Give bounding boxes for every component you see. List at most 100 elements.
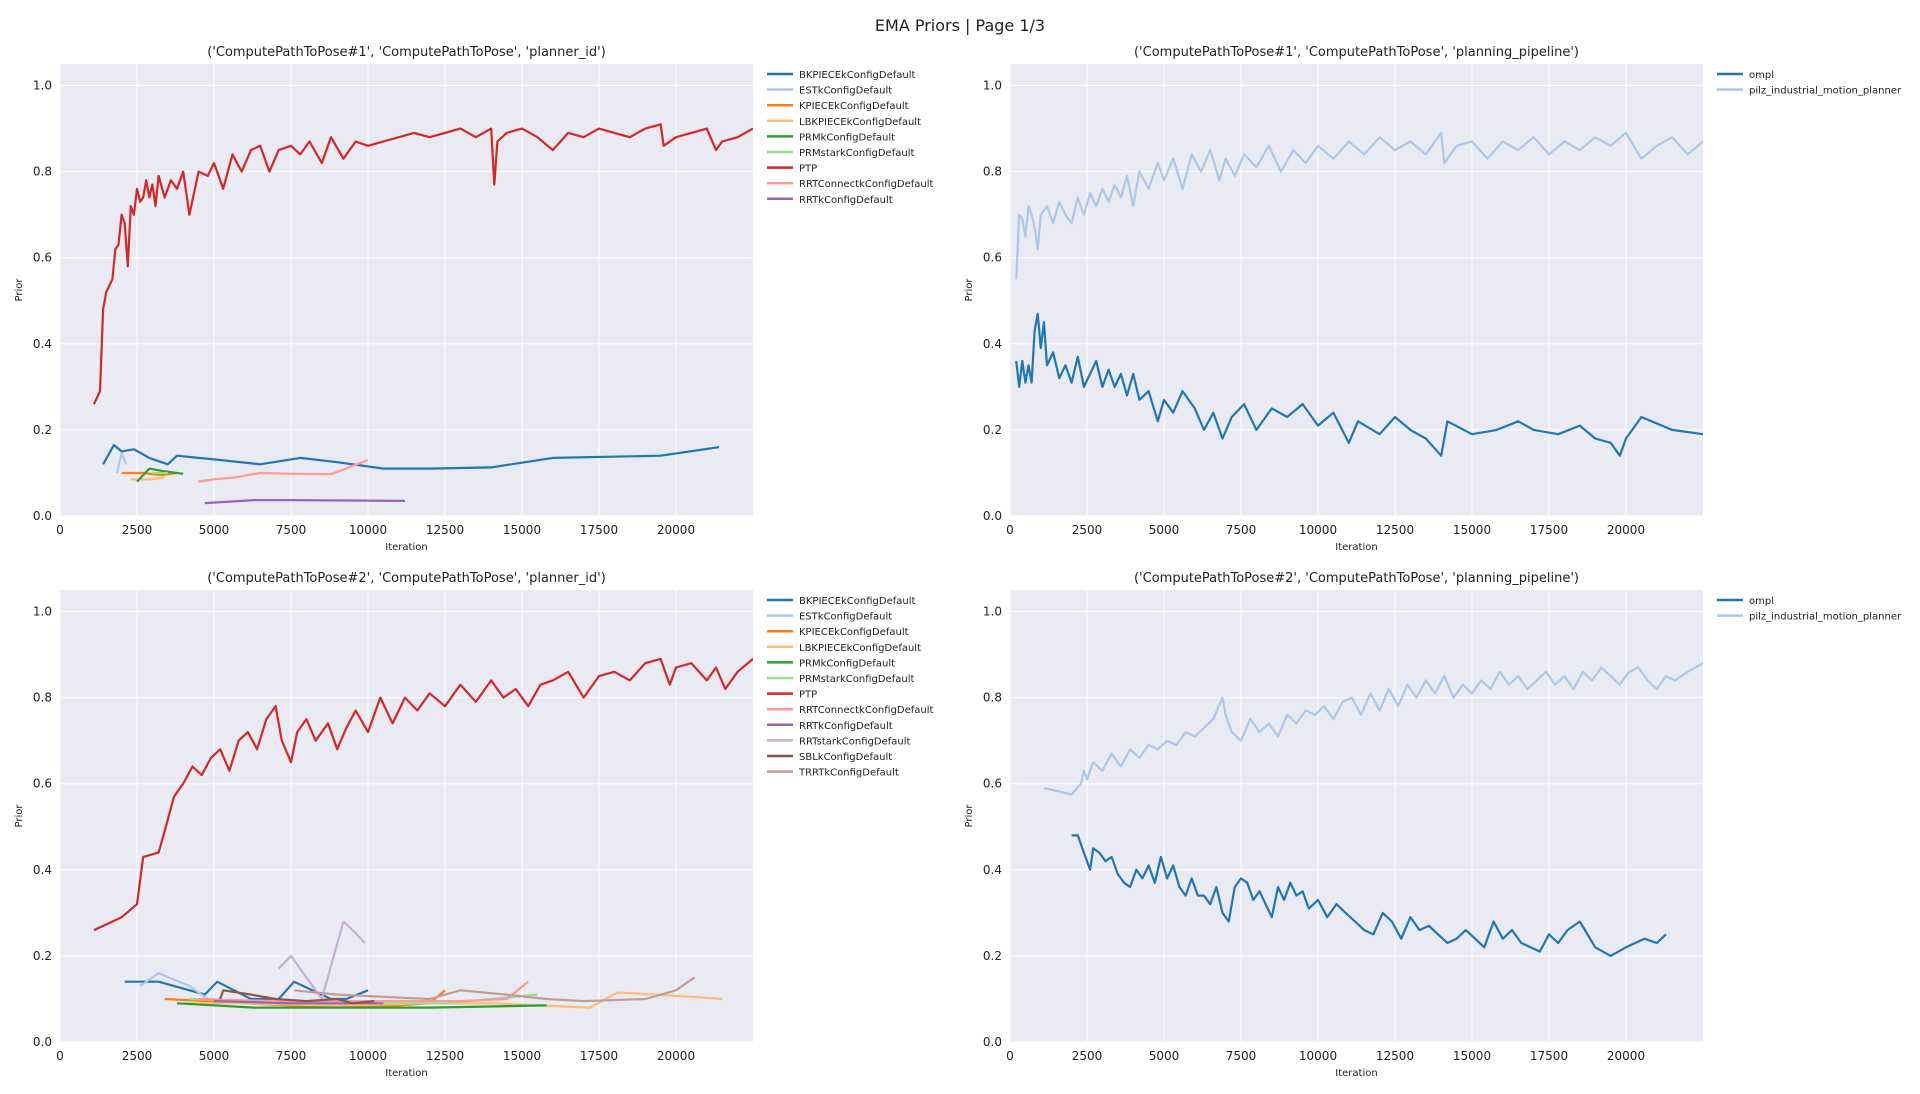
chart-title: ('ComputePathToPose#1', 'ComputePathToPo… bbox=[1134, 45, 1579, 60]
legend-entry: PTP bbox=[799, 690, 817, 701]
y-tick-label: 0.6 bbox=[983, 777, 1002, 791]
y-tick-label: 0.4 bbox=[33, 863, 52, 877]
x-tick-label: 20000 bbox=[657, 523, 695, 537]
legend-entry: BKPIECEkConfigDefault bbox=[799, 596, 916, 607]
chart-title: ('ComputePathToPose#1', 'ComputePathToPo… bbox=[207, 45, 606, 60]
legend: BKPIECEkConfigDefault ESTkConfigDefault KP… bbox=[767, 596, 934, 779]
y-tick-label: 0.6 bbox=[33, 777, 52, 791]
y-tick-label: 0.2 bbox=[33, 949, 52, 963]
legend-entry: PRMstarkConfigDefault bbox=[799, 674, 914, 685]
legend: ompl pilz_industrial_motion_planner bbox=[1717, 70, 1902, 97]
x-tick-label: 5000 bbox=[199, 1049, 230, 1063]
legend-entry: pilz_industrial_motion_planner bbox=[1749, 86, 1902, 97]
plot-area bbox=[60, 64, 753, 516]
x-tick-label: 2500 bbox=[1072, 1049, 1103, 1063]
y-axis-label: Prior bbox=[14, 278, 25, 302]
figure-title: EMA Priors | Page 1/3 bbox=[874, 16, 1046, 35]
x-tick-label: 10000 bbox=[349, 523, 387, 537]
x-tick-label: 5000 bbox=[1149, 523, 1180, 537]
y-tick-label: 0.4 bbox=[33, 337, 52, 351]
y-tick-label: 1.0 bbox=[33, 79, 52, 93]
x-tick-label: 7500 bbox=[1226, 1049, 1257, 1063]
x-tick-label: 5000 bbox=[1149, 1049, 1180, 1063]
series-line bbox=[1015, 312, 1703, 457]
y-tick-label: 0.6 bbox=[983, 251, 1002, 265]
y-tick-label: 1.0 bbox=[983, 605, 1002, 619]
series-line bbox=[277, 920, 366, 1001]
legend-entry: ompl bbox=[1749, 596, 1774, 607]
legend-entry: ompl bbox=[1749, 70, 1774, 81]
chart-title: ('ComputePathToPose#2', 'ComputePathToPo… bbox=[207, 571, 606, 586]
x-tick-label: 7500 bbox=[1226, 523, 1257, 537]
series-line bbox=[176, 1002, 547, 1009]
x-tick-label: 20000 bbox=[1607, 523, 1645, 537]
series-line bbox=[293, 976, 696, 1003]
chart-panel-3: 0 2500 5000 7500 10000 12500 15000 17500 20000 0.… bbox=[14, 571, 934, 1079]
x-tick-label: 17500 bbox=[1530, 1049, 1568, 1063]
x-tick-label: 15000 bbox=[1453, 1049, 1491, 1063]
series-line bbox=[204, 499, 406, 505]
legend-entry: ESTkConfigDefault bbox=[799, 86, 892, 97]
x-axis-label: Iteration bbox=[385, 1068, 427, 1079]
legend-entry: LBKPIECEkConfigDefault bbox=[799, 643, 921, 654]
x-tick-label: 12500 bbox=[1376, 523, 1414, 537]
x-tick-label: 10000 bbox=[1299, 523, 1337, 537]
series-line bbox=[198, 980, 529, 1003]
x-tick-label: 15000 bbox=[503, 1049, 541, 1063]
legend-entry: PRMkConfigDefault bbox=[799, 132, 895, 143]
y-tick-label: 0.8 bbox=[33, 165, 52, 179]
y-tick-label: 0.8 bbox=[983, 691, 1002, 705]
y-tick-label: 0.2 bbox=[983, 423, 1002, 437]
legend-entry: KPIECEkConfigDefault bbox=[799, 627, 909, 638]
series-line bbox=[1043, 662, 1703, 796]
x-tick-label: 12500 bbox=[1376, 1049, 1414, 1063]
y-tick-label: 0.4 bbox=[983, 337, 1002, 351]
series-line bbox=[136, 467, 184, 483]
chart-panel-2: 0 2500 5000 7500 10000 12500 15000 17500 20000 0.… bbox=[964, 45, 1902, 553]
legend-entry: RRTkConfigDefault bbox=[799, 721, 893, 732]
legend-entry: LBKPIECEkConfigDefault bbox=[799, 117, 921, 128]
series-line bbox=[139, 972, 209, 1000]
series-line bbox=[130, 476, 165, 481]
x-axis-label: Iteration bbox=[1335, 542, 1377, 553]
x-tick-label: 2500 bbox=[122, 1049, 153, 1063]
x-tick-label: 7500 bbox=[276, 1049, 307, 1063]
x-tick-label: 2500 bbox=[122, 523, 153, 537]
y-tick-label: 0.0 bbox=[983, 1035, 1002, 1049]
y-tick-label: 0.8 bbox=[983, 165, 1002, 179]
x-tick-label: 15000 bbox=[503, 523, 541, 537]
legend-entry: PRMkConfigDefault bbox=[799, 658, 895, 669]
legend-entry: RRTstarkConfigDefault bbox=[799, 736, 910, 747]
series-line bbox=[93, 657, 753, 932]
series-line bbox=[92, 123, 753, 405]
y-tick-label: 0.0 bbox=[33, 509, 52, 523]
legend-entry: RRTkConfigDefault bbox=[799, 195, 893, 206]
x-axis-label: Iteration bbox=[1335, 1068, 1377, 1079]
series-line bbox=[102, 443, 720, 470]
y-tick-label: 1.0 bbox=[983, 79, 1002, 93]
y-axis-label: Prior bbox=[964, 804, 975, 828]
x-tick-label: 17500 bbox=[580, 523, 618, 537]
y-tick-label: 0.2 bbox=[983, 949, 1002, 963]
series-line bbox=[198, 458, 369, 483]
y-tick-label: 0.0 bbox=[33, 1035, 52, 1049]
x-tick-label: 0 bbox=[1006, 1049, 1014, 1063]
x-tick-label: 17500 bbox=[580, 1049, 618, 1063]
plot-area bbox=[60, 590, 753, 1042]
x-tick-label: 12500 bbox=[426, 1049, 464, 1063]
x-tick-label: 0 bbox=[1006, 523, 1014, 537]
series-line bbox=[1071, 834, 1667, 957]
series-line bbox=[219, 989, 375, 1005]
series-line bbox=[115, 452, 128, 474]
chart-title: ('ComputePathToPose#2', 'ComputePathToPo… bbox=[1134, 571, 1579, 586]
x-tick-label: 10000 bbox=[1299, 1049, 1337, 1063]
chart-panel-4: 0 2500 5000 7500 10000 12500 15000 17500 20000 0.… bbox=[964, 571, 1902, 1079]
legend-entry: RRTConnectkConfigDefault bbox=[799, 705, 934, 716]
y-tick-label: 0.2 bbox=[33, 423, 52, 437]
legend-entry: SBLkConfigDefault bbox=[799, 752, 892, 763]
legend-entry: PRMstarkConfigDefault bbox=[799, 148, 914, 159]
y-tick-label: 0.0 bbox=[983, 509, 1002, 523]
legend-entry: BKPIECEkConfigDefault bbox=[799, 70, 916, 81]
x-tick-label: 0 bbox=[56, 523, 64, 537]
plot-area bbox=[1010, 64, 1703, 516]
